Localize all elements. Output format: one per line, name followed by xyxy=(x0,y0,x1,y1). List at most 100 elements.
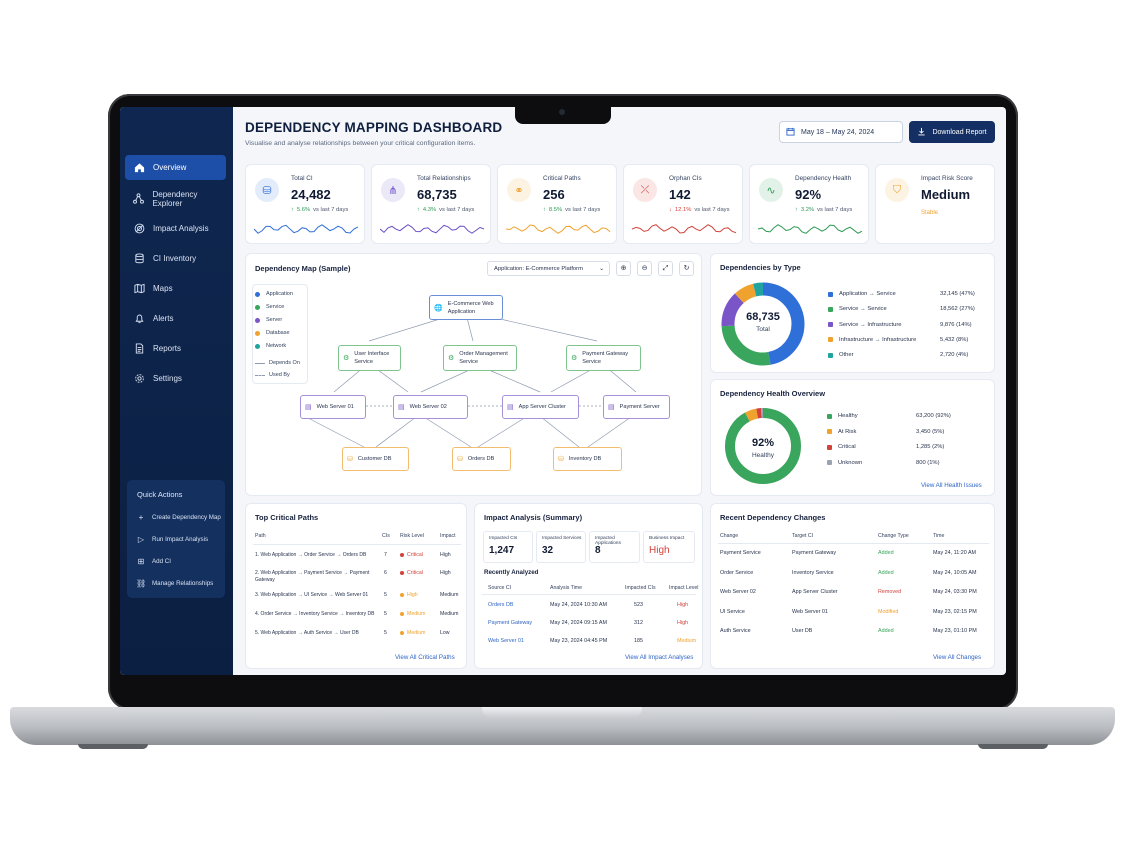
sidebar-item-maps[interactable]: Maps xyxy=(125,276,226,301)
kpi-card[interactable]: ⤫ Orphan CIs 142 ↓ 12.1% vs last 7 days xyxy=(623,164,743,244)
date-range-picker[interactable]: May 18 – May 24, 2024 xyxy=(779,121,903,143)
target-ci-cell: Web Server 01 xyxy=(792,608,828,615)
map-node-application[interactable]: 🌐 E-Commerce Web Application xyxy=(429,295,503,320)
map-node-payment-service[interactable]: ⚙ Payment Gateway Service xyxy=(566,345,641,371)
run-impact-analysis-button[interactable]: ▷ Run Impact Analysis xyxy=(136,531,208,547)
table-row[interactable]: 1. Web Application → Order Service → Ord… xyxy=(246,549,468,567)
add-ci-button[interactable]: ⊞ Add CI xyxy=(136,553,171,569)
map-node-ui-service[interactable]: ⚙ User Interface Service xyxy=(338,345,401,371)
impact-stat: Impacted Applications 8 xyxy=(589,531,640,563)
quick-action-label: Manage Relationships xyxy=(152,579,214,587)
sidebar-item-reports[interactable]: Reports xyxy=(125,336,226,361)
health-slice[interactable] xyxy=(725,408,801,484)
map-node-web-server-02[interactable]: ▤ Web Server 02 xyxy=(393,395,468,419)
by-type-slice[interactable] xyxy=(721,282,805,366)
stat-value: High xyxy=(649,545,670,556)
dependency-edges xyxy=(305,313,637,448)
table-row[interactable]: Order Service Inventory Service Added May 2… xyxy=(711,567,996,583)
kpi-sparkline xyxy=(380,224,485,234)
gear-icon: ⚙ xyxy=(448,355,455,362)
zoom-out-button[interactable]: ⊖ xyxy=(637,261,652,276)
change-type-badge: Added xyxy=(878,569,894,576)
map-node-web-server-01[interactable]: ▤ Web Server 01 xyxy=(300,395,366,419)
column-header: Change Type xyxy=(878,533,909,539)
map-line-legend-item: Used By xyxy=(255,372,290,378)
sidebar-item-overview[interactable]: Overview xyxy=(125,155,226,180)
source-ci-link[interactable]: Orders DB xyxy=(488,602,514,608)
by-type-slice[interactable] xyxy=(721,282,805,366)
target-icon xyxy=(133,223,145,235)
impact-level: Medium xyxy=(677,638,697,644)
link-icon: ⛓ xyxy=(136,578,147,588)
kpi-card[interactable]: ⚭ Critical Paths 256 ↑ 8.5% vs last 7 days xyxy=(497,164,617,244)
sidebar-item-dependency-explorer[interactable]: Dependency Explorer xyxy=(125,186,226,211)
zoom-in-button[interactable]: ⊕ xyxy=(616,261,631,276)
application-select[interactable]: Application: E-Commerce Platform ⌄ xyxy=(487,261,610,276)
view-all-impact-analyses-link[interactable]: View All Impact Analyses xyxy=(625,654,694,661)
column-header: Time xyxy=(933,533,945,539)
by-type-legend-item: Application → Service xyxy=(828,291,896,297)
sidebar-item-settings[interactable]: Settings xyxy=(125,366,226,391)
view-all-health-issues-link[interactable]: View All Health Issues xyxy=(921,482,982,489)
node-label: App Server Cluster xyxy=(518,404,566,410)
refresh-button[interactable]: ↻ xyxy=(679,261,694,276)
legend-label: Used By xyxy=(269,372,290,378)
time-cell: May 24, 03:30 PM xyxy=(933,589,977,595)
map-node-app-server-cluster[interactable]: ▤ App Server Cluster xyxy=(502,395,579,419)
table-row[interactable]: Orders DB May 24, 2024 10:30 AM 523 High xyxy=(475,599,704,615)
map-node-customer-db[interactable]: ⛁ Customer DB xyxy=(342,447,409,471)
source-ci-link[interactable]: Web Server 01 xyxy=(488,638,524,644)
node-label: Inventory DB xyxy=(568,456,602,462)
create-dependency-map-button[interactable]: + Create Dependency Map xyxy=(136,509,221,525)
impact-stat: Impacted CIs 1,247 xyxy=(483,531,533,563)
table-row[interactable]: 4. Order Service → Inventory Service → I… xyxy=(246,608,468,626)
table-row[interactable]: 5. Web Application → Auth Service → User… xyxy=(246,627,468,645)
table-row[interactable]: UI Service Web Server 01 Modified May 23, 0… xyxy=(711,606,996,622)
legend-swatch xyxy=(827,429,832,434)
camera-icon xyxy=(559,109,565,115)
node-label: Web Server 01 xyxy=(316,404,354,410)
column-header: Impacted CIs xyxy=(625,585,656,591)
manage-relationships-button[interactable]: ⛓ Manage Relationships xyxy=(136,575,213,591)
target-ci-cell: Payment Gateway xyxy=(792,550,837,556)
view-all-critical-paths-link[interactable]: View All Critical Paths xyxy=(395,654,455,661)
table-row[interactable]: Web Server 02 App Server Cluster Removed Ma… xyxy=(711,586,996,602)
table-row[interactable]: Web Server 01 May 23, 2024 04:45 PM 185 Med… xyxy=(475,635,704,651)
source-ci-link[interactable]: Payment Gateway xyxy=(488,620,533,626)
sidebar-item-ci-inventory[interactable]: CI Inventory xyxy=(125,246,226,271)
kpi-change: ↓ 12.1% vs last 7 days xyxy=(669,207,729,213)
trend-arrow-icon: ↑ xyxy=(417,207,420,213)
map-node-orders-db[interactable]: ⛁ Orders DB xyxy=(452,447,511,471)
sidebar-item-impact-analysis[interactable]: Impact Analysis xyxy=(125,216,226,241)
document-icon xyxy=(133,343,145,355)
kpi-change-value: 5.6% xyxy=(296,207,311,213)
cis-cell: 6 xyxy=(384,570,387,576)
map-node-payment-server[interactable]: ▤ Payment Server xyxy=(603,395,670,419)
kpi-card[interactable]: ⛉ Impact Risk Score Medium Stable xyxy=(875,164,995,244)
table-row[interactable]: 3. Web Application → UI Service → Web Se… xyxy=(246,589,468,607)
table-row[interactable]: Payment Service Payment Gateway Added May 2… xyxy=(711,547,996,563)
legend-label: Other xyxy=(839,352,854,359)
stat-value: 32 xyxy=(542,545,554,556)
map-node-inventory-db[interactable]: ⛁ Inventory DB xyxy=(553,447,622,471)
sidebar-item-label: Maps xyxy=(153,284,173,293)
kpi-card[interactable]: ⋔ Total Relationships 68,735 ↑ 4.3% vs last 7… xyxy=(371,164,491,244)
kpi-label: Orphan CIs xyxy=(669,175,702,182)
impact-cell: High xyxy=(440,552,451,558)
kpi-change-value: 4.3% xyxy=(422,207,437,213)
by-type-slice[interactable] xyxy=(721,282,805,366)
legend-value: 2,720 (4%) xyxy=(940,352,969,359)
table-row[interactable]: Payment Gateway May 24, 2024 09:15 AM 312 H… xyxy=(475,617,704,633)
table-row[interactable]: Auth Service User DB Added May 23, 01:10 PM xyxy=(711,625,996,641)
column-header: Change xyxy=(720,533,739,539)
table-row[interactable]: 2. Web Application → Payment Service → P… xyxy=(246,567,468,585)
sidebar-item-alerts[interactable]: Alerts xyxy=(125,306,226,331)
stat-label: Impacted Applications xyxy=(595,536,621,546)
download-report-button[interactable]: Download Report xyxy=(909,121,995,143)
kpi-card[interactable]: ∿ Dependency Health 92% ↑ 3.2% vs last 7 days xyxy=(749,164,869,244)
kpi-card[interactable]: ⛁ Total CI 24,482 ↑ 5.6% vs last 7 days xyxy=(245,164,365,244)
map-node-order-service[interactable]: ⚙ Order Management Service xyxy=(443,345,517,371)
fit-screen-button[interactable]: ⤢ xyxy=(658,261,673,276)
view-all-changes-link[interactable]: View All Changes xyxy=(933,654,982,661)
stat-value: 8 xyxy=(595,545,601,556)
